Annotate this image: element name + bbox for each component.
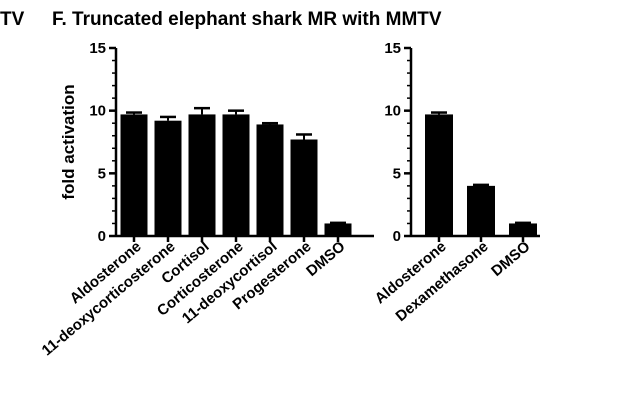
figure-title: F. Truncated elephant shark MR with MMTV [52,9,442,30]
y-tick-label: 0 [393,228,401,245]
bar [467,185,495,236]
bar [425,114,453,236]
bar [324,223,352,236]
y-tick-label: 15 [384,40,401,57]
y-tick-label: 5 [98,165,106,182]
y-tick-label: 10 [89,103,106,120]
bar [509,223,537,236]
bar [222,114,250,236]
x-category-label: 11-deoxycorticosterone [39,238,179,359]
y-axis-label: fold activation [59,84,78,199]
bar [120,114,148,236]
x-category-label: DMSO [488,238,534,280]
y-tick-label: 5 [393,165,401,182]
bar [154,120,182,236]
y-tick-label: 10 [384,103,401,120]
y-tick-label: 0 [98,228,106,245]
left-panel-fragment: TV [0,9,25,30]
x-category-label: DMSO [303,238,349,280]
bar [256,124,284,236]
y-tick-label: 15 [89,40,106,57]
bar [290,139,318,236]
bar [188,114,216,236]
